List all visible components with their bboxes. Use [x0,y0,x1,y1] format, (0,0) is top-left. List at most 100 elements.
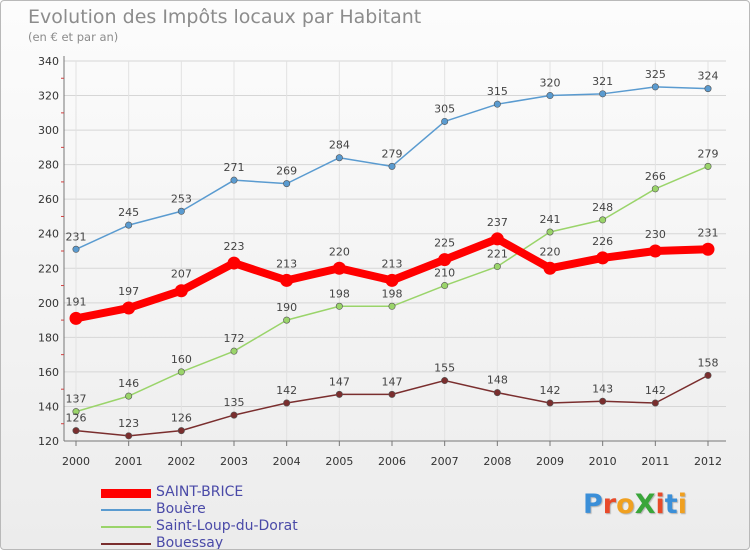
data-label-saint-brice: 197 [118,285,139,298]
data-point-saint-brice [69,311,83,325]
data-label-bouessay: 143 [592,382,613,395]
data-point-saint-loup-du-dorat [283,316,291,324]
data-point-saint-loup-du-dorat [493,263,501,271]
x-tick-label: 2001 [115,455,143,468]
x-tick-label: 2010 [589,455,617,468]
data-point-saint-brice [438,253,452,267]
data-point-bouere [546,92,554,100]
data-label-bouere: 269 [276,165,297,178]
data-label-bouessay: 126 [66,412,87,425]
data-point-bouessay [72,427,80,435]
data-label-saint-loup-du-dorat: 172 [224,332,245,345]
logo-letter: o [616,489,635,520]
data-label-saint-brice: 220 [329,245,350,258]
data-point-saint-brice [174,284,188,298]
legend-swatch [101,489,151,498]
data-point-bouere [441,117,449,125]
y-tick-label: 300 [38,124,59,137]
data-label-saint-loup-du-dorat: 137 [66,393,87,406]
data-point-saint-brice [385,273,399,287]
data-point-saint-loup-du-dorat [704,162,712,170]
data-label-saint-brice: 225 [434,237,455,250]
data-point-saint-brice [490,232,504,246]
legend-label: Bouère [156,501,206,517]
logo-letter: P [583,489,603,520]
x-tick-label: 2004 [273,455,301,468]
data-point-bouessay [177,427,185,435]
data-label-bouessay: 142 [276,384,297,397]
x-tick-label: 2005 [325,455,353,468]
data-point-bouessay [546,399,554,407]
y-tick-label: 140 [38,400,59,413]
data-label-bouessay: 148 [487,374,508,387]
y-tick-label: 340 [38,55,59,68]
data-label-bouere: 253 [171,192,192,205]
data-label-bouessay: 155 [434,362,455,375]
data-label-saint-loup-du-dorat: 221 [487,248,508,261]
data-point-saint-brice [648,244,662,258]
chart-subtitle: (en € et par an) [28,30,119,44]
data-label-saint-loup-du-dorat: 248 [592,201,613,214]
legend-label: Saint-Loup-du-Dorat [156,518,298,534]
data-point-bouere [283,180,291,188]
data-point-bouessay [388,390,396,398]
legend-swatch [101,509,151,511]
data-point-saint-loup-du-dorat [125,392,133,400]
data-label-bouere: 320 [540,77,561,90]
data-point-saint-loup-du-dorat [335,302,343,310]
data-label-bouessay: 135 [224,396,245,409]
x-tick-label: 2000 [62,455,90,468]
data-label-bouessay: 147 [329,375,350,388]
chart-title: Evolution des Impôts locaux par Habitant [28,6,422,28]
y-tick-label: 160 [38,366,59,379]
data-point-bouessay [493,389,501,397]
data-point-bouessay [125,432,133,440]
data-label-saint-brice: 223 [224,240,245,253]
data-label-saint-loup-du-dorat: 266 [645,170,666,183]
data-point-saint-brice [701,242,715,256]
data-label-saint-brice: 213 [382,257,403,270]
data-point-bouere [177,207,185,215]
y-tick-label: 220 [38,262,59,275]
data-point-bouessay [651,399,659,407]
legend-swatch [101,543,151,545]
data-label-saint-loup-du-dorat: 241 [540,213,561,226]
data-label-saint-loup-du-dorat: 190 [276,301,297,314]
logo-letter: r [602,489,617,520]
data-point-bouessay [283,399,291,407]
y-tick-label: 120 [38,435,59,448]
data-point-saint-brice [227,256,241,270]
data-point-saint-brice [596,251,610,265]
data-label-saint-loup-du-dorat: 160 [171,353,192,366]
x-tick-label: 2006 [378,455,406,468]
logo-letter: i [655,489,665,520]
data-label-bouessay: 142 [645,384,666,397]
series-layer [69,83,715,440]
y-tick-label: 240 [38,228,59,241]
x-tick-label: 2012 [694,455,722,468]
data-point-saint-loup-du-dorat [441,282,449,290]
data-point-bouere [125,221,133,229]
data-label-saint-brice: 237 [487,216,508,229]
data-point-bouessay [441,377,449,385]
y-tick-label: 260 [38,193,59,206]
data-label-bouere: 245 [118,206,139,219]
data-point-bouessay [704,371,712,379]
data-label-saint-loup-du-dorat: 210 [434,267,455,280]
legend-label: Bouessay [156,535,224,550]
data-label-saint-loup-du-dorat: 146 [118,377,139,390]
data-label-bouessay: 158 [698,356,719,369]
data-label-bouere: 284 [329,139,350,152]
data-label-saint-brice: 207 [171,268,192,281]
y-tick-label: 280 [38,159,59,172]
data-label-saint-brice: 191 [66,295,87,308]
data-point-bouere [72,245,80,253]
data-point-saint-brice [280,273,294,287]
data-point-bouere [651,83,659,91]
data-point-bouessay [335,390,343,398]
proxiti-logo: ProXiti [583,489,687,520]
data-label-bouere: 271 [224,161,245,174]
data-label-layer: 231 245 253 271 269 284 279 305 315 320 321 325 324 1… [66,68,719,430]
